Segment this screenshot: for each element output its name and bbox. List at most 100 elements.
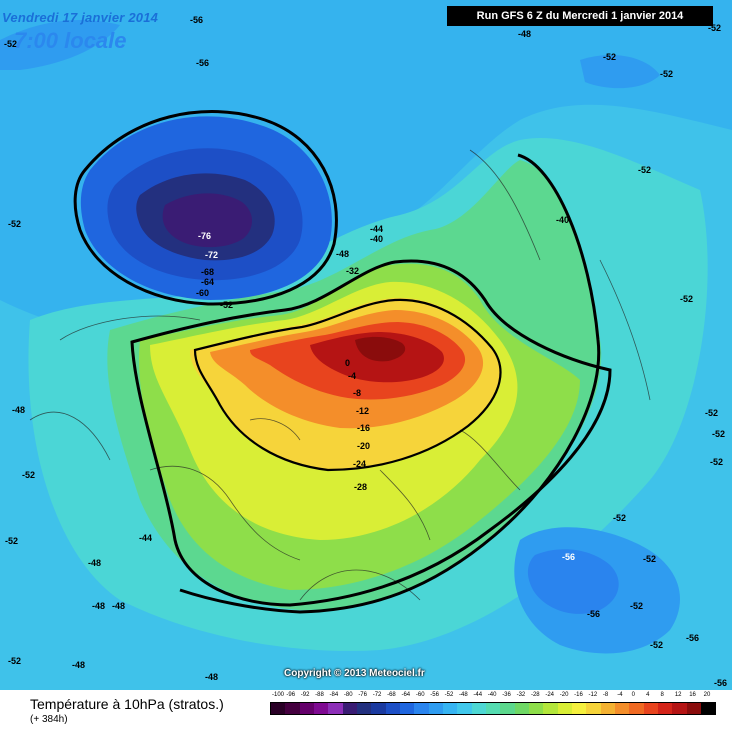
contour-label: -56 — [587, 609, 600, 619]
legend-tick-label: -12 — [588, 692, 598, 698]
legend-tick-label: -48 — [459, 692, 468, 698]
legend-swatch — [457, 703, 472, 714]
contour-label: -52 — [650, 640, 663, 650]
legend-tick-label: -88 — [315, 692, 324, 698]
parameter-title: Température à 10hPa (stratos.) — [30, 696, 224, 712]
copyright: Copyright © 2013 Meteociel.fr — [284, 668, 425, 679]
contour-label: -48 — [112, 601, 125, 611]
legend-tick-label: 16 — [689, 692, 696, 698]
legend-swatch — [571, 703, 587, 714]
legend-swatch — [557, 703, 572, 714]
contour-label: -24 — [353, 459, 366, 469]
legend-swatch — [471, 703, 486, 714]
contour-label: -56 — [714, 678, 727, 688]
contour-label: -52 — [705, 408, 718, 418]
legend-swatch — [528, 703, 544, 714]
legend-swatch — [543, 703, 558, 714]
contour-label: -32 — [346, 266, 359, 276]
contour-label: -48 — [205, 672, 218, 682]
legend-swatch — [485, 703, 501, 714]
legend-swatch — [657, 703, 673, 714]
legend-tick-label: -68 — [387, 692, 396, 698]
legend-tick-label: 4 — [646, 692, 650, 698]
contour-label: -40 — [556, 215, 569, 225]
legend-tick-label: -20 — [559, 692, 569, 698]
contour-label: -60 — [196, 288, 209, 298]
contour-labels: -56 -48 -56 -52 -52 -52 -52 -52 -76 -72 … — [4, 15, 727, 688]
legend-tick-label: -24 — [545, 692, 555, 698]
contour-label: -12 — [356, 406, 369, 416]
local-time: 7:00 locale — [14, 28, 127, 53]
legend-tick-label: -36 — [502, 692, 511, 698]
legend-swatch — [371, 703, 386, 714]
contour-label: -52 — [660, 69, 673, 79]
contour-label: -56 — [562, 552, 575, 562]
contour-label: -4 — [348, 371, 356, 381]
contour-label: -52 — [643, 554, 656, 564]
color-legend — [270, 702, 716, 715]
legend-tick-label: -64 — [401, 692, 411, 698]
contour-label: -52 — [638, 165, 651, 175]
legend-tick-label: -16 — [574, 692, 583, 698]
legend-tick-label: -40 — [487, 692, 497, 698]
map-canvas: -56 -48 -56 -52 -52 -52 -52 -52 -76 -72 … — [0, 0, 732, 690]
legend-swatch — [500, 703, 515, 714]
legend-swatch — [514, 703, 529, 714]
contour-label: -52 — [680, 294, 693, 304]
contour-label: -52 — [8, 656, 21, 666]
legend-swatch — [586, 703, 601, 714]
legend-swatch — [428, 703, 443, 714]
contour-label: -72 — [205, 250, 218, 260]
legend-tick-label: -60 — [415, 692, 425, 698]
legend-tick-label: 8 — [660, 692, 664, 698]
legend-tick-label: -96 — [286, 692, 296, 698]
legend-tick-label: -76 — [358, 692, 367, 698]
legend-swatch — [356, 703, 372, 714]
legend-swatch — [385, 703, 400, 714]
contour-label: -48 — [336, 249, 349, 259]
contour-label: -56 — [686, 633, 699, 643]
valid-date: Vendredi 17 janvier 2014 — [2, 10, 159, 25]
contour-label: -56 — [190, 15, 203, 25]
legend-tick-label: -72 — [372, 692, 382, 698]
legend-swatch — [686, 703, 701, 714]
contour-label: -52 — [710, 457, 723, 467]
contour-label: -52 — [613, 513, 626, 523]
lead-time: (+ 384h) — [30, 714, 68, 725]
contour-label: -76 — [198, 231, 211, 241]
legend-swatch — [414, 703, 429, 714]
footer: Température à 10hPa (stratos.) (+ 384h) … — [0, 690, 732, 732]
legend-swatch — [342, 703, 357, 714]
legend-swatch — [643, 703, 658, 714]
legend-tick-label: -32 — [516, 692, 526, 698]
legend-swatch — [399, 703, 415, 714]
contour-label: -20 — [357, 441, 370, 451]
legend-ticks: -100 -96 -92 -88 -84 -80 -76 -72 -68 -64 -60 -56 -52… — [270, 692, 716, 702]
contour-label: -28 — [354, 482, 367, 492]
contour-label: -52 — [5, 536, 18, 546]
contour-label: -48 — [72, 660, 85, 670]
contour-label: -48 — [518, 29, 531, 39]
legend-swatch — [672, 703, 687, 714]
contour-label: -64 — [201, 277, 214, 287]
contour-label: -44 — [139, 533, 152, 543]
legend-tick-label: 12 — [674, 692, 682, 698]
legend-tick-label: 0 — [631, 692, 636, 698]
legend-tick-label: -28 — [530, 692, 540, 698]
legend-swatch — [328, 703, 343, 714]
legend-tick-label: -52 — [444, 692, 454, 698]
contour-label: -52 — [4, 39, 17, 49]
contour-label: -52 — [8, 219, 21, 229]
legend-tick-label: -92 — [300, 692, 310, 698]
legend-tick-label: 20 — [703, 692, 711, 698]
contour-label: -48 — [92, 601, 105, 611]
legend-swatch — [271, 703, 286, 714]
legend-tick-label: -80 — [343, 692, 353, 698]
legend-swatch — [285, 703, 300, 714]
temperature-map: -56 -48 -56 -52 -52 -52 -52 -52 -76 -72 … — [0, 0, 732, 690]
contour-label: -40 — [370, 234, 383, 244]
contour-label: -52 — [22, 470, 35, 480]
contour-label: -56 — [196, 58, 209, 68]
legend-swatch — [614, 703, 630, 714]
contour-label: -8 — [353, 388, 361, 398]
